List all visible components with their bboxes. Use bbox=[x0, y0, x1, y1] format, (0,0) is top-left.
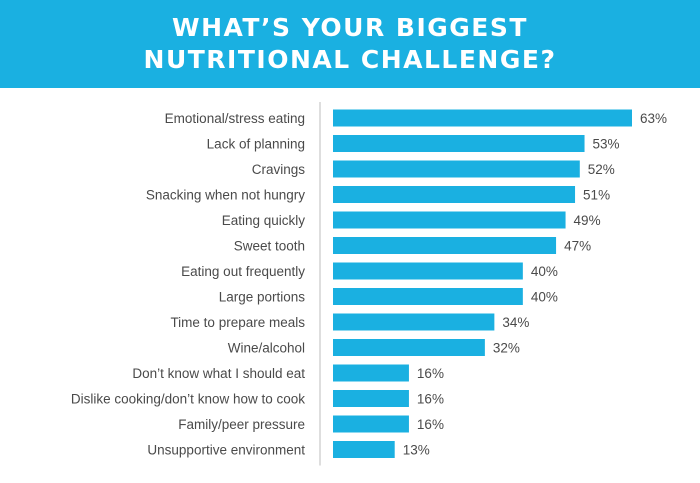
bar bbox=[333, 160, 580, 178]
bar-chart: Emotional/stress eating 63% Lack of planni… bbox=[71, 102, 667, 466]
value-label: 34% bbox=[502, 315, 529, 330]
value-label: 32% bbox=[493, 341, 520, 356]
category-label: Sweet tooth bbox=[234, 239, 305, 254]
value-label: 16% bbox=[417, 392, 444, 407]
bar bbox=[333, 109, 632, 127]
value-label: 49% bbox=[574, 213, 601, 228]
category-label: Dislike cooking/don’t know how to cook bbox=[71, 392, 305, 407]
category-label: Family/peer pressure bbox=[178, 417, 305, 432]
category-label: Large portions bbox=[219, 290, 306, 305]
category-label: Snacking when not hungry bbox=[146, 188, 305, 203]
value-label: 63% bbox=[640, 111, 667, 126]
category-label: Wine/alcohol bbox=[228, 341, 305, 356]
value-label: 47% bbox=[564, 239, 591, 254]
value-label: 13% bbox=[403, 443, 430, 458]
value-label: 40% bbox=[531, 290, 558, 305]
category-label: Cravings bbox=[252, 162, 306, 177]
value-label: 53% bbox=[593, 137, 620, 152]
category-label: Unsupportive environment bbox=[147, 443, 305, 458]
category-label: Lack of planning bbox=[207, 137, 305, 152]
value-label: 51% bbox=[583, 188, 610, 203]
value-label: 40% bbox=[531, 264, 558, 279]
chart-title-line-2: NUTRITIONAL CHALLENGE? bbox=[143, 45, 557, 74]
bar bbox=[333, 415, 409, 433]
bar bbox=[333, 313, 495, 331]
bar bbox=[333, 288, 523, 305]
value-label: 16% bbox=[417, 366, 444, 381]
bar bbox=[333, 262, 523, 280]
category-label: Don’t know what I should eat bbox=[132, 366, 305, 381]
bar bbox=[333, 186, 576, 203]
category-label: Time to prepare meals bbox=[170, 315, 305, 330]
value-label: 16% bbox=[417, 417, 444, 432]
bar bbox=[333, 211, 566, 229]
category-label: Emotional/stress eating bbox=[165, 111, 305, 126]
value-label: 52% bbox=[588, 162, 615, 177]
category-label: Eating out frequently bbox=[181, 264, 305, 279]
category-label: Eating quickly bbox=[222, 213, 306, 228]
chart-header: WHAT’S YOUR BIGGEST NUTRITIONAL CHALLENG… bbox=[0, 0, 700, 88]
bar bbox=[333, 135, 585, 152]
chart-title-line-1: WHAT’S YOUR BIGGEST bbox=[172, 13, 528, 42]
bar bbox=[333, 441, 395, 458]
bar bbox=[333, 364, 409, 382]
bar bbox=[333, 339, 485, 356]
bar bbox=[333, 237, 557, 254]
bar bbox=[333, 390, 409, 407]
